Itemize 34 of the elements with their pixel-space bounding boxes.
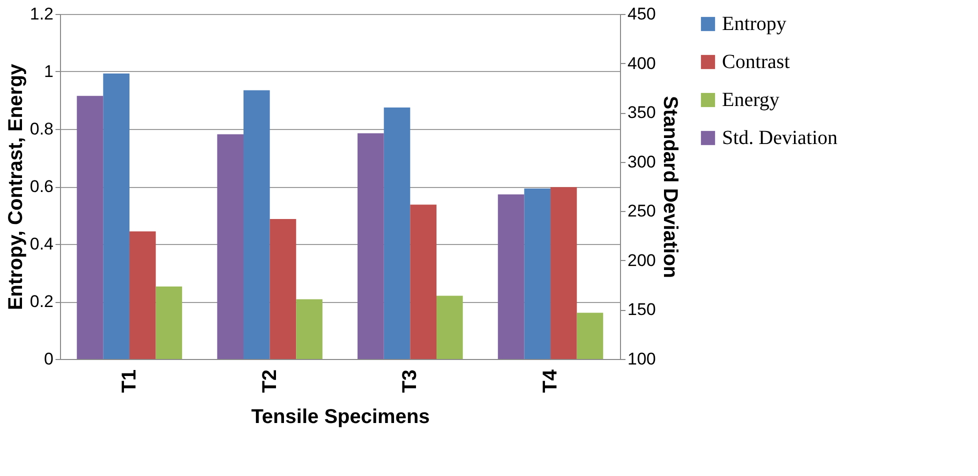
bar [576,312,604,359]
y2-tick-label: 350 [628,103,656,122]
bar [436,296,463,359]
bar [410,204,436,359]
y2-tick-label: 150 [628,300,656,320]
bar [129,231,156,359]
x-tick-label: T2 [258,370,281,393]
bar [270,218,296,359]
legend-label: Entropy [722,13,786,35]
bar [156,286,182,359]
y-tick-label: 1.2 [30,4,54,24]
y2-tick-label: 450 [628,4,656,24]
y2-tick-label: 400 [628,54,656,73]
bar [550,187,577,359]
y-axis-title: Entropy, Contrast, Energy [4,62,27,310]
y-tick-label: 0.8 [30,120,54,138]
y2-tick-label: 200 [628,250,656,270]
y2-tick-label: 250 [628,202,656,221]
y2-tick-label: 100 [628,350,656,368]
legend-label: Energy [722,89,780,111]
y2-tick-label: 300 [628,152,656,172]
x-tick-label: T4 [540,368,562,393]
y-tick-label: 0.4 [30,234,54,254]
legend-label: Contrast [722,51,790,73]
legend-label: Std. Deviation [722,127,838,149]
y-tick-label: 0.6 [30,177,54,196]
y2-axis-title: Standard Deviation [658,96,681,278]
y-tick-label: 1 [44,62,54,81]
y-tick-label: 0 [44,350,54,368]
x-tick-label: T3 [399,370,422,393]
x-axis-title: Tensile Specimens [251,406,430,428]
y-tick-label: 0.2 [30,292,54,311]
x-tick-label: T1 [118,370,140,393]
bar [296,299,322,359]
